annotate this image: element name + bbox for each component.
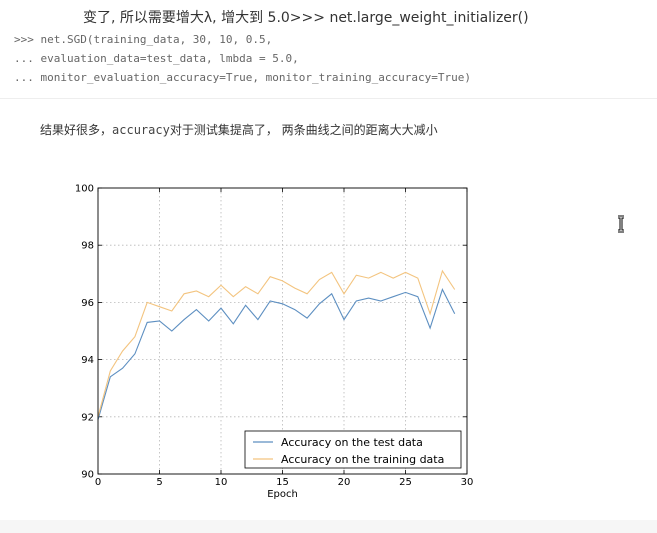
series-line-training [97, 269, 456, 417]
accuracy-chart: 0 5 10 15 20 25 30 90 92 94 96 98 100 Epoch Accuracy o… [75, 184, 474, 501]
x-tick-label: 30 [461, 477, 474, 488]
x-tick-label: 0 [95, 477, 101, 488]
code-heading-line: 变了, 所以需要增大λ, 增大到 5.0>>> net.large_weight… [83, 10, 529, 26]
text-cursor-icon [618, 215, 624, 233]
document-page: 变了, 所以需要增大λ, 增大到 5.0>>> net.large_weight… [0, 10, 657, 501]
legend-box [244, 430, 462, 469]
code-line: ... evaluation_data=test_data, lmbda = 5… [14, 52, 299, 65]
series-line-test [97, 288, 456, 420]
x-tick-label: 5 [156, 477, 162, 488]
code-line: ... monitor_evaluation_accuracy=True, mo… [14, 71, 471, 84]
legend-label: Accuracy on the training data [281, 453, 444, 466]
y-tick-label: 90 [81, 470, 94, 481]
x-tick-label: 15 [276, 477, 289, 488]
plot-area [98, 188, 467, 474]
code-block: >>> net.SGD(training_data, 30, 10, 0.5,.… [14, 30, 471, 87]
y-tick-label: 96 [81, 298, 94, 309]
legend-label: Accuracy on the test data [281, 436, 423, 449]
x-tick-label: 25 [399, 477, 412, 488]
y-tick-label: 92 [81, 412, 94, 423]
y-tick-label: 94 [81, 355, 94, 366]
inline-code: accuracy [112, 123, 170, 137]
code-line: >>> net.SGD(training_data, 30, 10, 0.5, [14, 33, 273, 46]
paragraph-text-after: 对于测试集提高了， 两条曲线之间的距离大大减小 [169, 123, 438, 137]
x-tick-label: 10 [215, 477, 228, 488]
y-tick-label: 98 [81, 241, 94, 252]
plot-frame [97, 187, 468, 475]
result-paragraph: 结果好很多，accuracy对于测试集提高了， 两条曲线之间的距离大大减小 [40, 121, 438, 138]
divider [0, 98, 657, 99]
paragraph-text-before: 结果好很多， [40, 123, 113, 137]
y-tick-label: 100 [75, 184, 94, 195]
x-tick-label: 20 [338, 477, 351, 488]
x-axis-label: Epoch [267, 489, 298, 500]
